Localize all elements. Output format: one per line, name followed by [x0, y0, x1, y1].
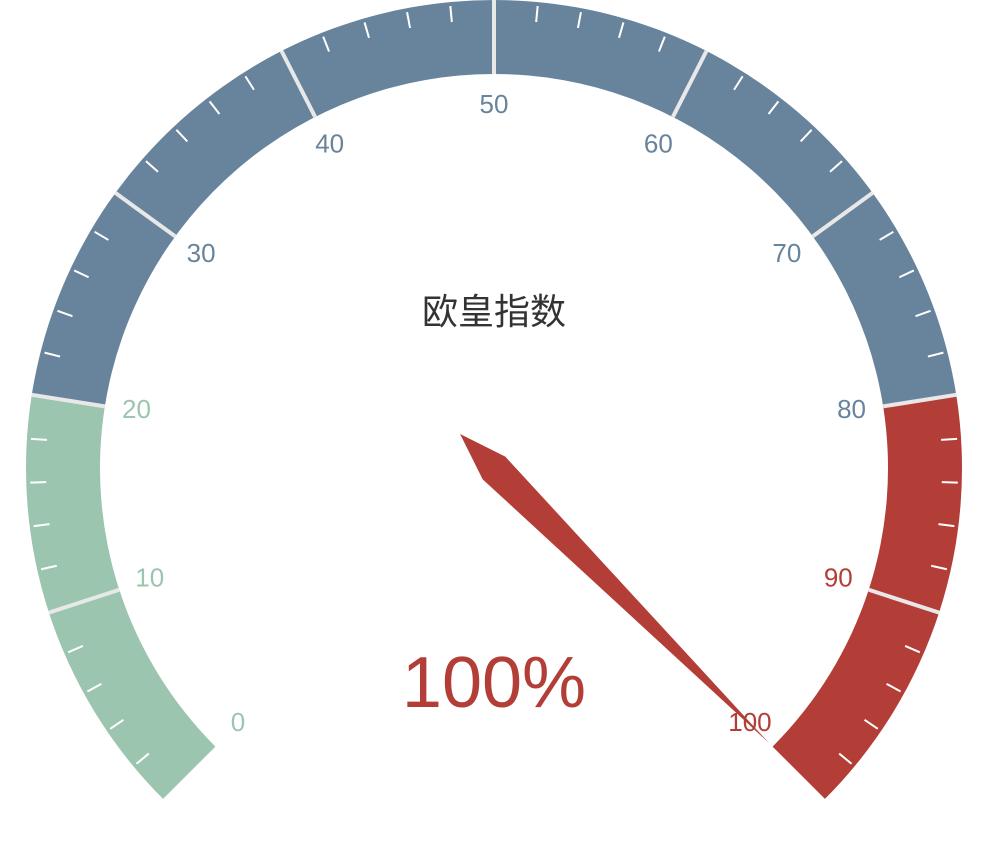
gauge-tick-label: 90: [824, 563, 853, 593]
gauge-split-line: [114, 191, 177, 239]
gauge-minor-tick: [767, 100, 780, 115]
gauge-tick-label: 80: [837, 394, 866, 424]
gauge-pointer: [460, 434, 770, 744]
gauge-split-line: [279, 50, 317, 118]
gauge-minor-tick: [73, 269, 90, 279]
gauge-minor-tick: [915, 309, 931, 318]
gauge-minor-tick: [94, 230, 109, 241]
gauge-needle: [460, 434, 770, 744]
gauge-minor-tick: [941, 437, 958, 441]
gauge-split-line: [868, 587, 940, 615]
gauge-band-1: [31, 0, 957, 407]
gauge-minor-tick: [322, 36, 331, 52]
gauge-split-line: [882, 392, 957, 409]
gauge-minor-tick: [904, 645, 921, 654]
gauge-minor-tick: [67, 645, 84, 654]
gauge-value: 100%: [402, 643, 586, 723]
gauge-minor-tick: [733, 75, 744, 91]
gauge-tick-label: 60: [644, 128, 673, 158]
gauge-minor-tick: [86, 682, 102, 693]
gauge-minor-tick: [657, 36, 666, 52]
gauge-minor-tick: [208, 100, 221, 115]
gauge-band-0: [26, 394, 216, 799]
gauge-tick-label: 20: [122, 394, 151, 424]
gauge-minor-tick: [938, 523, 955, 528]
gauge-tick-label: 30: [187, 238, 216, 268]
gauge-minor-tick: [30, 437, 47, 441]
gauge-minor-tick: [898, 269, 915, 279]
gauge-split-line: [671, 50, 709, 118]
gauge-minor-tick: [175, 129, 189, 143]
gauge-band-2: [772, 394, 963, 799]
gauge-minor-tick: [40, 564, 58, 571]
gauge-tick-label: 0: [231, 707, 245, 737]
gauge-minor-tick: [618, 22, 625, 39]
gauge-minor-tick: [363, 22, 370, 39]
gauge-tick-label: 10: [135, 563, 164, 593]
gauge-split-line: [48, 587, 120, 615]
gauge-minor-tick: [930, 564, 948, 571]
gauge-minor-tick: [576, 12, 582, 29]
gauge-minor-tick: [33, 523, 50, 528]
gauge-minor-tick: [863, 718, 879, 730]
gauge-tick-label: 50: [480, 89, 509, 119]
gauge-minor-tick: [135, 752, 150, 765]
gauge-minor-tick: [879, 230, 894, 241]
gauge-split-line: [811, 191, 874, 239]
gauge-minor-tick: [535, 5, 539, 23]
gauge-minor-tick: [941, 481, 958, 484]
gauge-minor-tick: [838, 752, 853, 765]
gauge-minor-tick: [406, 12, 412, 29]
gauge-bands: [26, 0, 963, 799]
gauge-minor-tick: [886, 682, 902, 693]
gauge-split-line: [31, 392, 106, 409]
gauge-minor-tick: [57, 309, 73, 318]
gauge-minor-tick: [927, 351, 944, 358]
gauge-minor-tick: [829, 160, 843, 173]
gauge-minor-tick: [109, 718, 125, 730]
gauge-title: 欧皇指数: [422, 292, 566, 333]
gauge-minor-tick: [799, 129, 813, 143]
gauge-minor-tick: [145, 160, 159, 173]
gauge-minor-tick: [30, 481, 47, 484]
gauge-minor-tick: [244, 75, 255, 91]
gauge-tick-label: 40: [315, 128, 344, 158]
gauge-tick-label: 70: [772, 238, 801, 268]
gauge-minor-tick: [44, 351, 61, 358]
gauge-minor-tick: [449, 5, 453, 23]
gauge-ticks: [30, 0, 958, 765]
